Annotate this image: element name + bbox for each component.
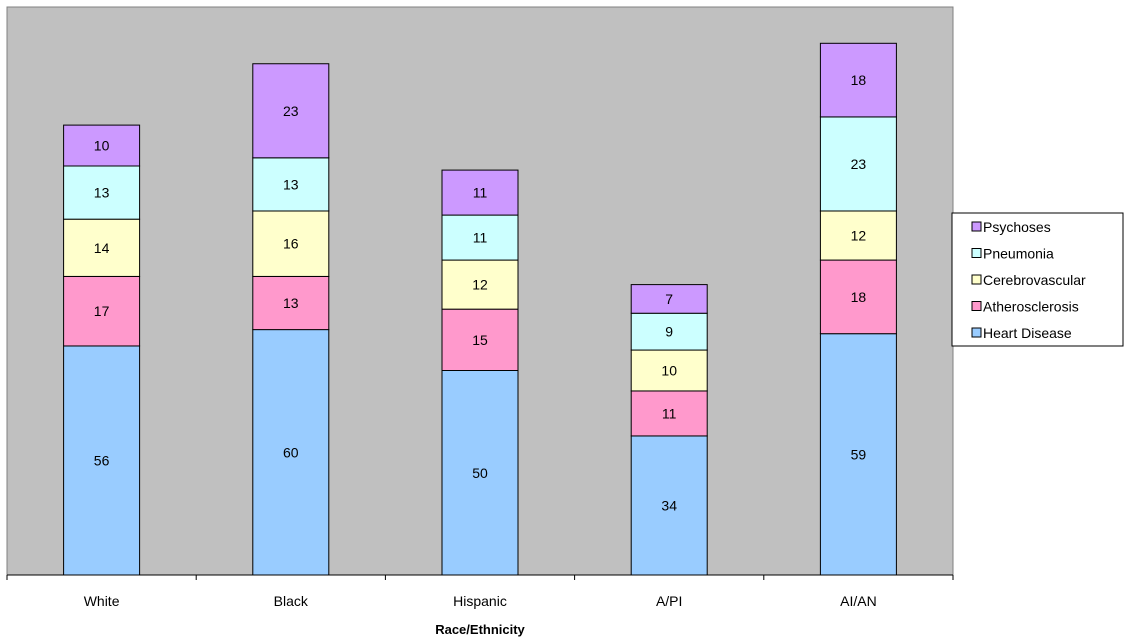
legend-swatch <box>972 222 981 231</box>
legend-label: Atherosclerosis <box>983 299 1079 315</box>
legend: Psychoses Pneumonia Cerebrovascular Atheros… <box>952 213 1123 346</box>
legend-label: Psychoses <box>983 219 1051 235</box>
data-label: 16 <box>283 236 299 252</box>
legend-swatch <box>972 249 981 258</box>
x-tick-label: White <box>84 593 120 609</box>
x-tick-label: Hispanic <box>453 593 507 609</box>
data-label: 10 <box>661 363 677 379</box>
x-tick-label: A/PI <box>656 593 682 609</box>
data-label: 9 <box>665 324 673 340</box>
data-label: 10 <box>94 138 110 154</box>
data-label: 15 <box>472 332 488 348</box>
data-label: 13 <box>94 185 110 201</box>
legend-label: Cerebrovascular <box>983 272 1086 288</box>
x-tick-label: AI/AN <box>840 593 877 609</box>
legend-swatch <box>972 302 981 311</box>
data-label: 14 <box>94 240 110 256</box>
data-label: 13 <box>283 295 299 311</box>
x-ticks-group: White Black Hispanic A/PI AI/AN <box>7 575 953 609</box>
data-label: 12 <box>851 228 867 244</box>
legend-label: Pneumonia <box>983 246 1054 262</box>
legend-swatch <box>972 275 981 284</box>
data-label: 56 <box>94 452 110 468</box>
data-label: 18 <box>851 72 867 88</box>
legend-swatch <box>972 328 981 337</box>
data-label: 50 <box>472 465 488 481</box>
data-label: 23 <box>283 103 299 119</box>
data-label: 17 <box>94 303 110 319</box>
data-label: 11 <box>662 405 677 421</box>
data-label: 34 <box>661 497 677 513</box>
data-label: 18 <box>851 289 867 305</box>
data-label: 12 <box>472 277 488 293</box>
data-label: 59 <box>851 446 867 462</box>
data-label: 7 <box>665 291 673 307</box>
x-tick-label: Black <box>274 593 309 609</box>
data-label: 13 <box>283 176 299 192</box>
data-label: 60 <box>283 444 299 460</box>
data-label: 11 <box>473 230 488 246</box>
data-label: 11 <box>473 185 488 201</box>
legend-label: Heart Disease <box>983 325 1072 341</box>
x-axis-title: Race/Ethnicity <box>435 622 525 637</box>
data-label: 23 <box>851 156 867 172</box>
